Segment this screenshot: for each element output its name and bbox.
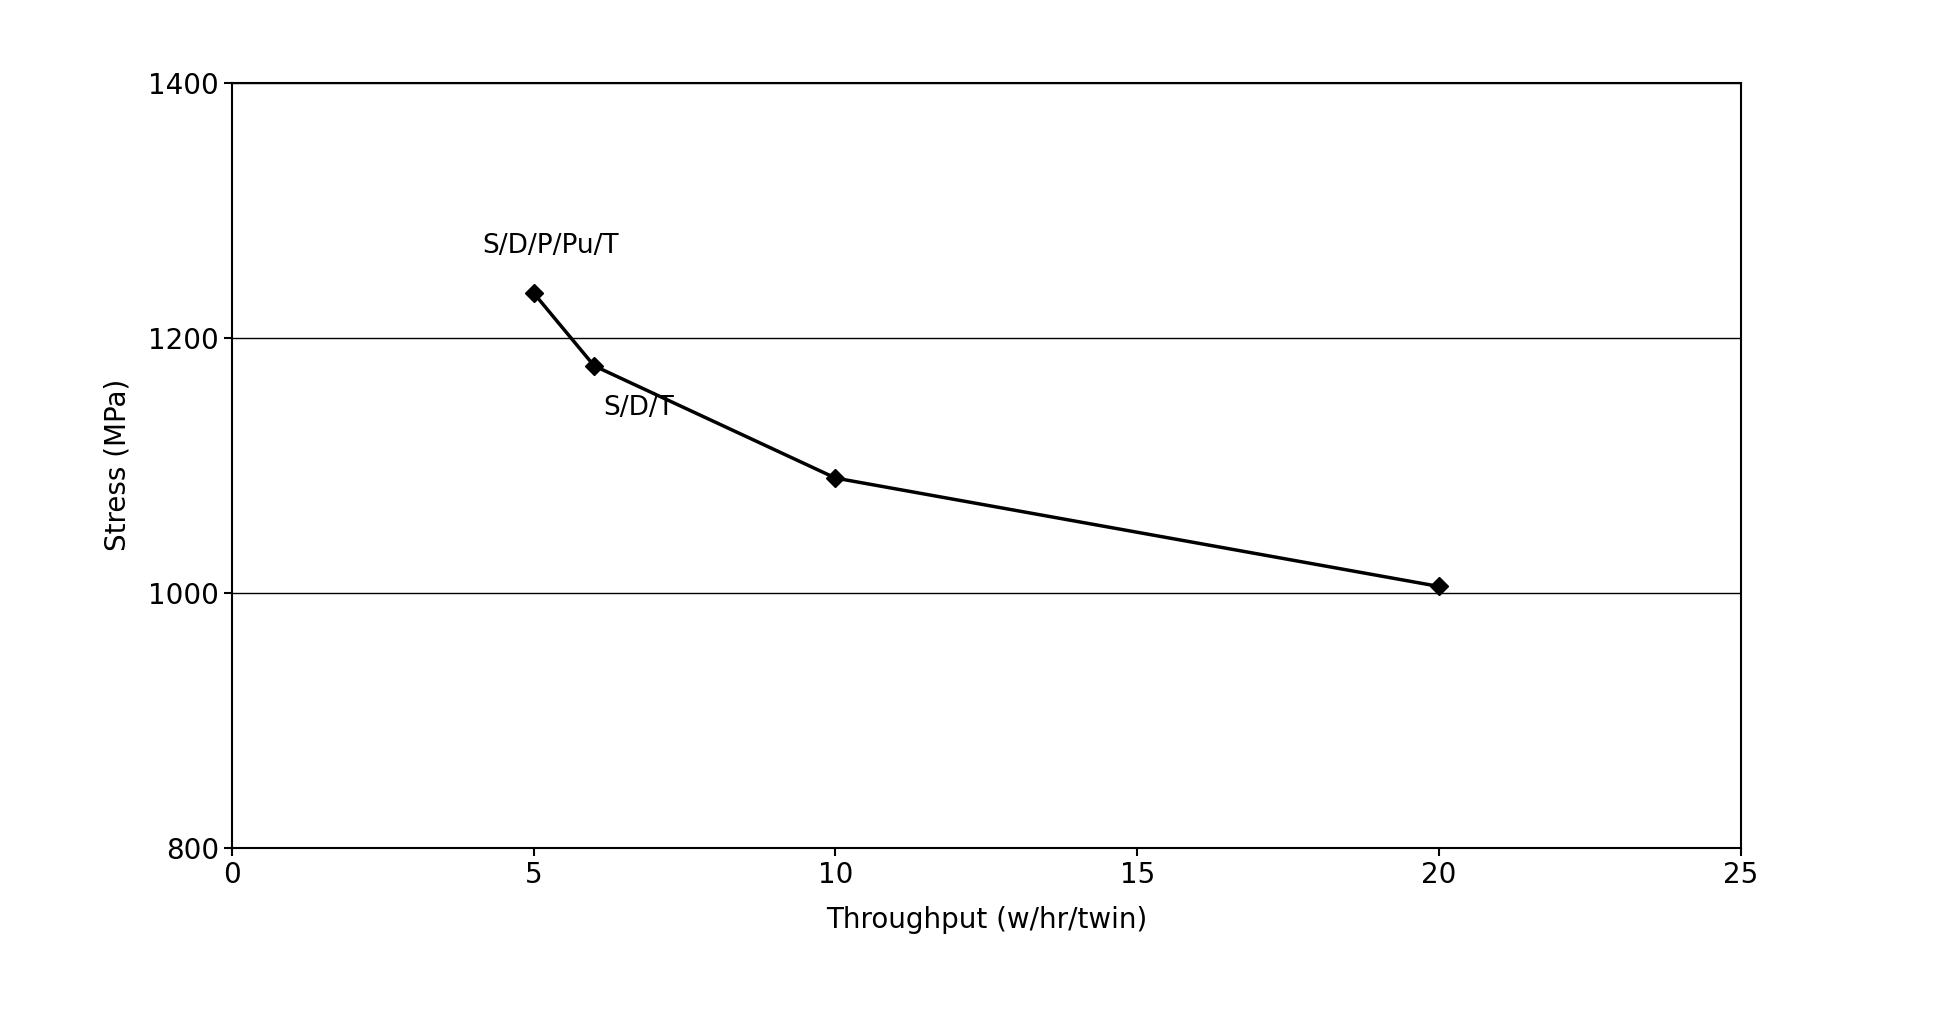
Text: S/D/P/Pu/T: S/D/P/Pu/T <box>482 233 619 258</box>
Y-axis label: Stress (MPa): Stress (MPa) <box>103 379 132 551</box>
X-axis label: Throughput (w/hr/twin): Throughput (w/hr/twin) <box>826 906 1147 934</box>
Text: S/D/T: S/D/T <box>603 395 675 421</box>
